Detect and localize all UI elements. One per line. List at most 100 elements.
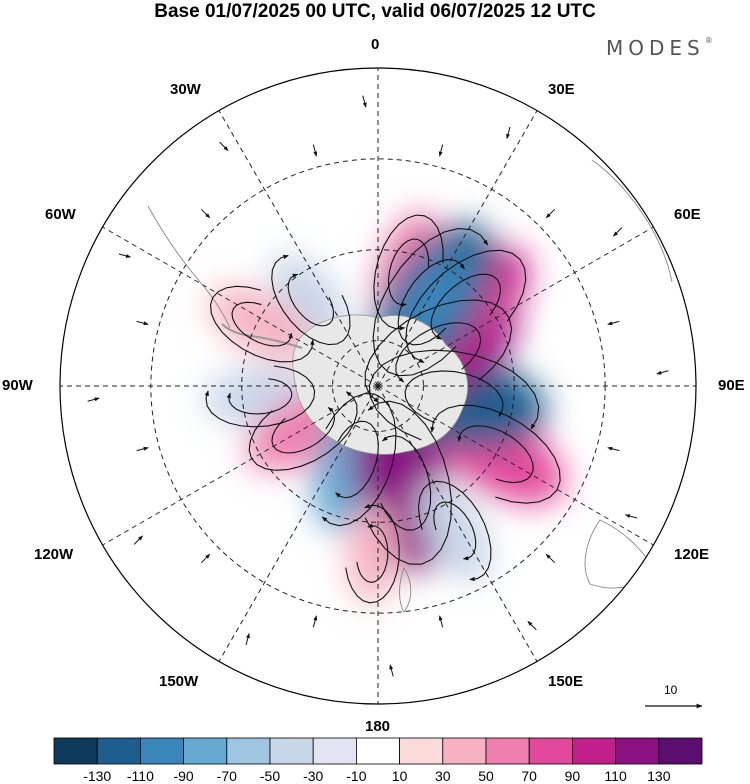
- streamline: [271, 254, 351, 346]
- colorbar-bin: [269, 737, 314, 765]
- colorbar-tick-label: -90: [173, 768, 194, 784]
- wind-arrow: [438, 615, 444, 628]
- colorbar-tick-label: -10: [346, 768, 367, 784]
- colorbar-bin: [658, 737, 703, 765]
- wind-arrow: [200, 208, 211, 219]
- wind-arrow: [613, 227, 623, 237]
- lon-label-180: 180: [365, 718, 391, 735]
- page-title: Base 01/07/2025 00 UTC, valid 06/07/2025…: [154, 1, 596, 22]
- coastline-new-zealand: [399, 567, 412, 613]
- wind-arrow: [362, 95, 367, 108]
- streamline: [271, 407, 335, 454]
- streamline: [395, 322, 482, 383]
- anomaly-blob: [346, 503, 398, 605]
- wind-arrow: [136, 446, 149, 452]
- streamline: [335, 420, 379, 499]
- lat-lon-grid: [60, 68, 696, 704]
- streamline: [287, 273, 335, 327]
- wind-arrow: [656, 370, 669, 375]
- wind-arrow: [133, 535, 143, 545]
- colorbar-bin: [226, 737, 271, 765]
- colorbar-bin: [572, 737, 617, 765]
- wind-arrow: [219, 141, 229, 151]
- map-boundary: [59, 67, 697, 705]
- wind-arrow: [545, 208, 556, 219]
- streamline: [321, 392, 397, 527]
- colorbar-tick-label: -130: [83, 768, 112, 784]
- streamline: [397, 258, 465, 346]
- colorbar-bin: [96, 737, 141, 765]
- wind-arrow: [200, 553, 211, 564]
- coastline-africa: [591, 159, 673, 283]
- streamline: [457, 425, 534, 484]
- streamline: [404, 370, 504, 424]
- colorbar-bin: [139, 737, 184, 765]
- lon-label-150e: 150E: [548, 673, 584, 690]
- colorbar-bin: [485, 737, 530, 765]
- wind-streamlines: [87, 95, 669, 677]
- streamline: [356, 523, 389, 583]
- lon-label-60e: 60E: [674, 206, 701, 223]
- wind-arrow: [527, 621, 537, 631]
- streamline: [380, 435, 432, 531]
- streamline: [430, 404, 561, 504]
- wind-arrow: [389, 664, 394, 677]
- colorbar-tick-label: 70: [521, 768, 537, 784]
- wind-arrow: [607, 446, 620, 452]
- lon-label-30e: 30E: [548, 81, 575, 98]
- lon-label-120e: 120E: [674, 546, 710, 563]
- colorbar-tick-label: -70: [216, 768, 237, 784]
- streamline: [433, 501, 477, 561]
- meridian-line: [218, 110, 379, 387]
- reference-vector-value: 10: [664, 683, 678, 697]
- colorbar-tick-label: 50: [478, 768, 494, 784]
- streamline: [387, 238, 430, 307]
- streamline: [231, 301, 293, 347]
- wind-arrow: [545, 553, 556, 564]
- lon-label-150w: 150W: [159, 673, 199, 690]
- colorbar-tick-label: -110: [126, 768, 154, 784]
- colorbar-bin: [442, 737, 487, 765]
- lon-label-90w: 90W: [2, 377, 33, 394]
- colorbar-tick-label: -50: [259, 768, 281, 784]
- colorbar-bin: [183, 737, 228, 765]
- coastline-south-america: [147, 205, 231, 329]
- streamline: [417, 480, 492, 582]
- wind-arrow: [312, 144, 318, 157]
- colorbar-bin: [355, 737, 400, 765]
- colorbar-tick-label: 110: [604, 768, 627, 784]
- wind-arrow: [136, 320, 149, 326]
- streamline: [405, 249, 527, 363]
- streamline: [372, 228, 489, 377]
- modes-logo: MODES®: [606, 36, 713, 60]
- lon-label-60w: 60W: [45, 206, 76, 223]
- meridian-line: [377, 385, 538, 662]
- streamline: [345, 503, 400, 604]
- colorbar-tick-label: 30: [435, 768, 451, 784]
- anomaly-blob: [418, 479, 491, 582]
- colorbar-bin: [528, 737, 573, 765]
- wind-arrow: [607, 320, 620, 326]
- colorbar-tick-label: 130: [647, 768, 671, 784]
- colorbar-tick-label: -30: [303, 768, 324, 784]
- wind-arrow: [87, 397, 100, 402]
- lon-label-120w: 120W: [34, 546, 74, 563]
- meridian-line: [377, 226, 654, 387]
- streamline: [364, 299, 513, 403]
- meridian-line: [218, 385, 379, 662]
- streamline: [368, 349, 540, 441]
- lon-label-90e: 90E: [718, 377, 745, 394]
- colorbar-bin: [399, 737, 444, 765]
- meridian-line: [377, 110, 538, 387]
- wind-arrow: [312, 615, 318, 628]
- colorbar-bin: [312, 737, 357, 765]
- colorbar: [53, 737, 703, 765]
- colorbar-bin: [615, 737, 660, 765]
- streamline: [373, 214, 444, 331]
- lon-label-0: 0: [371, 36, 380, 53]
- wind-arrow: [118, 253, 131, 258]
- antarctic-peninsula: [221, 323, 303, 349]
- meridian-line: [377, 385, 654, 546]
- colorbar-tick-label: 10: [391, 768, 408, 784]
